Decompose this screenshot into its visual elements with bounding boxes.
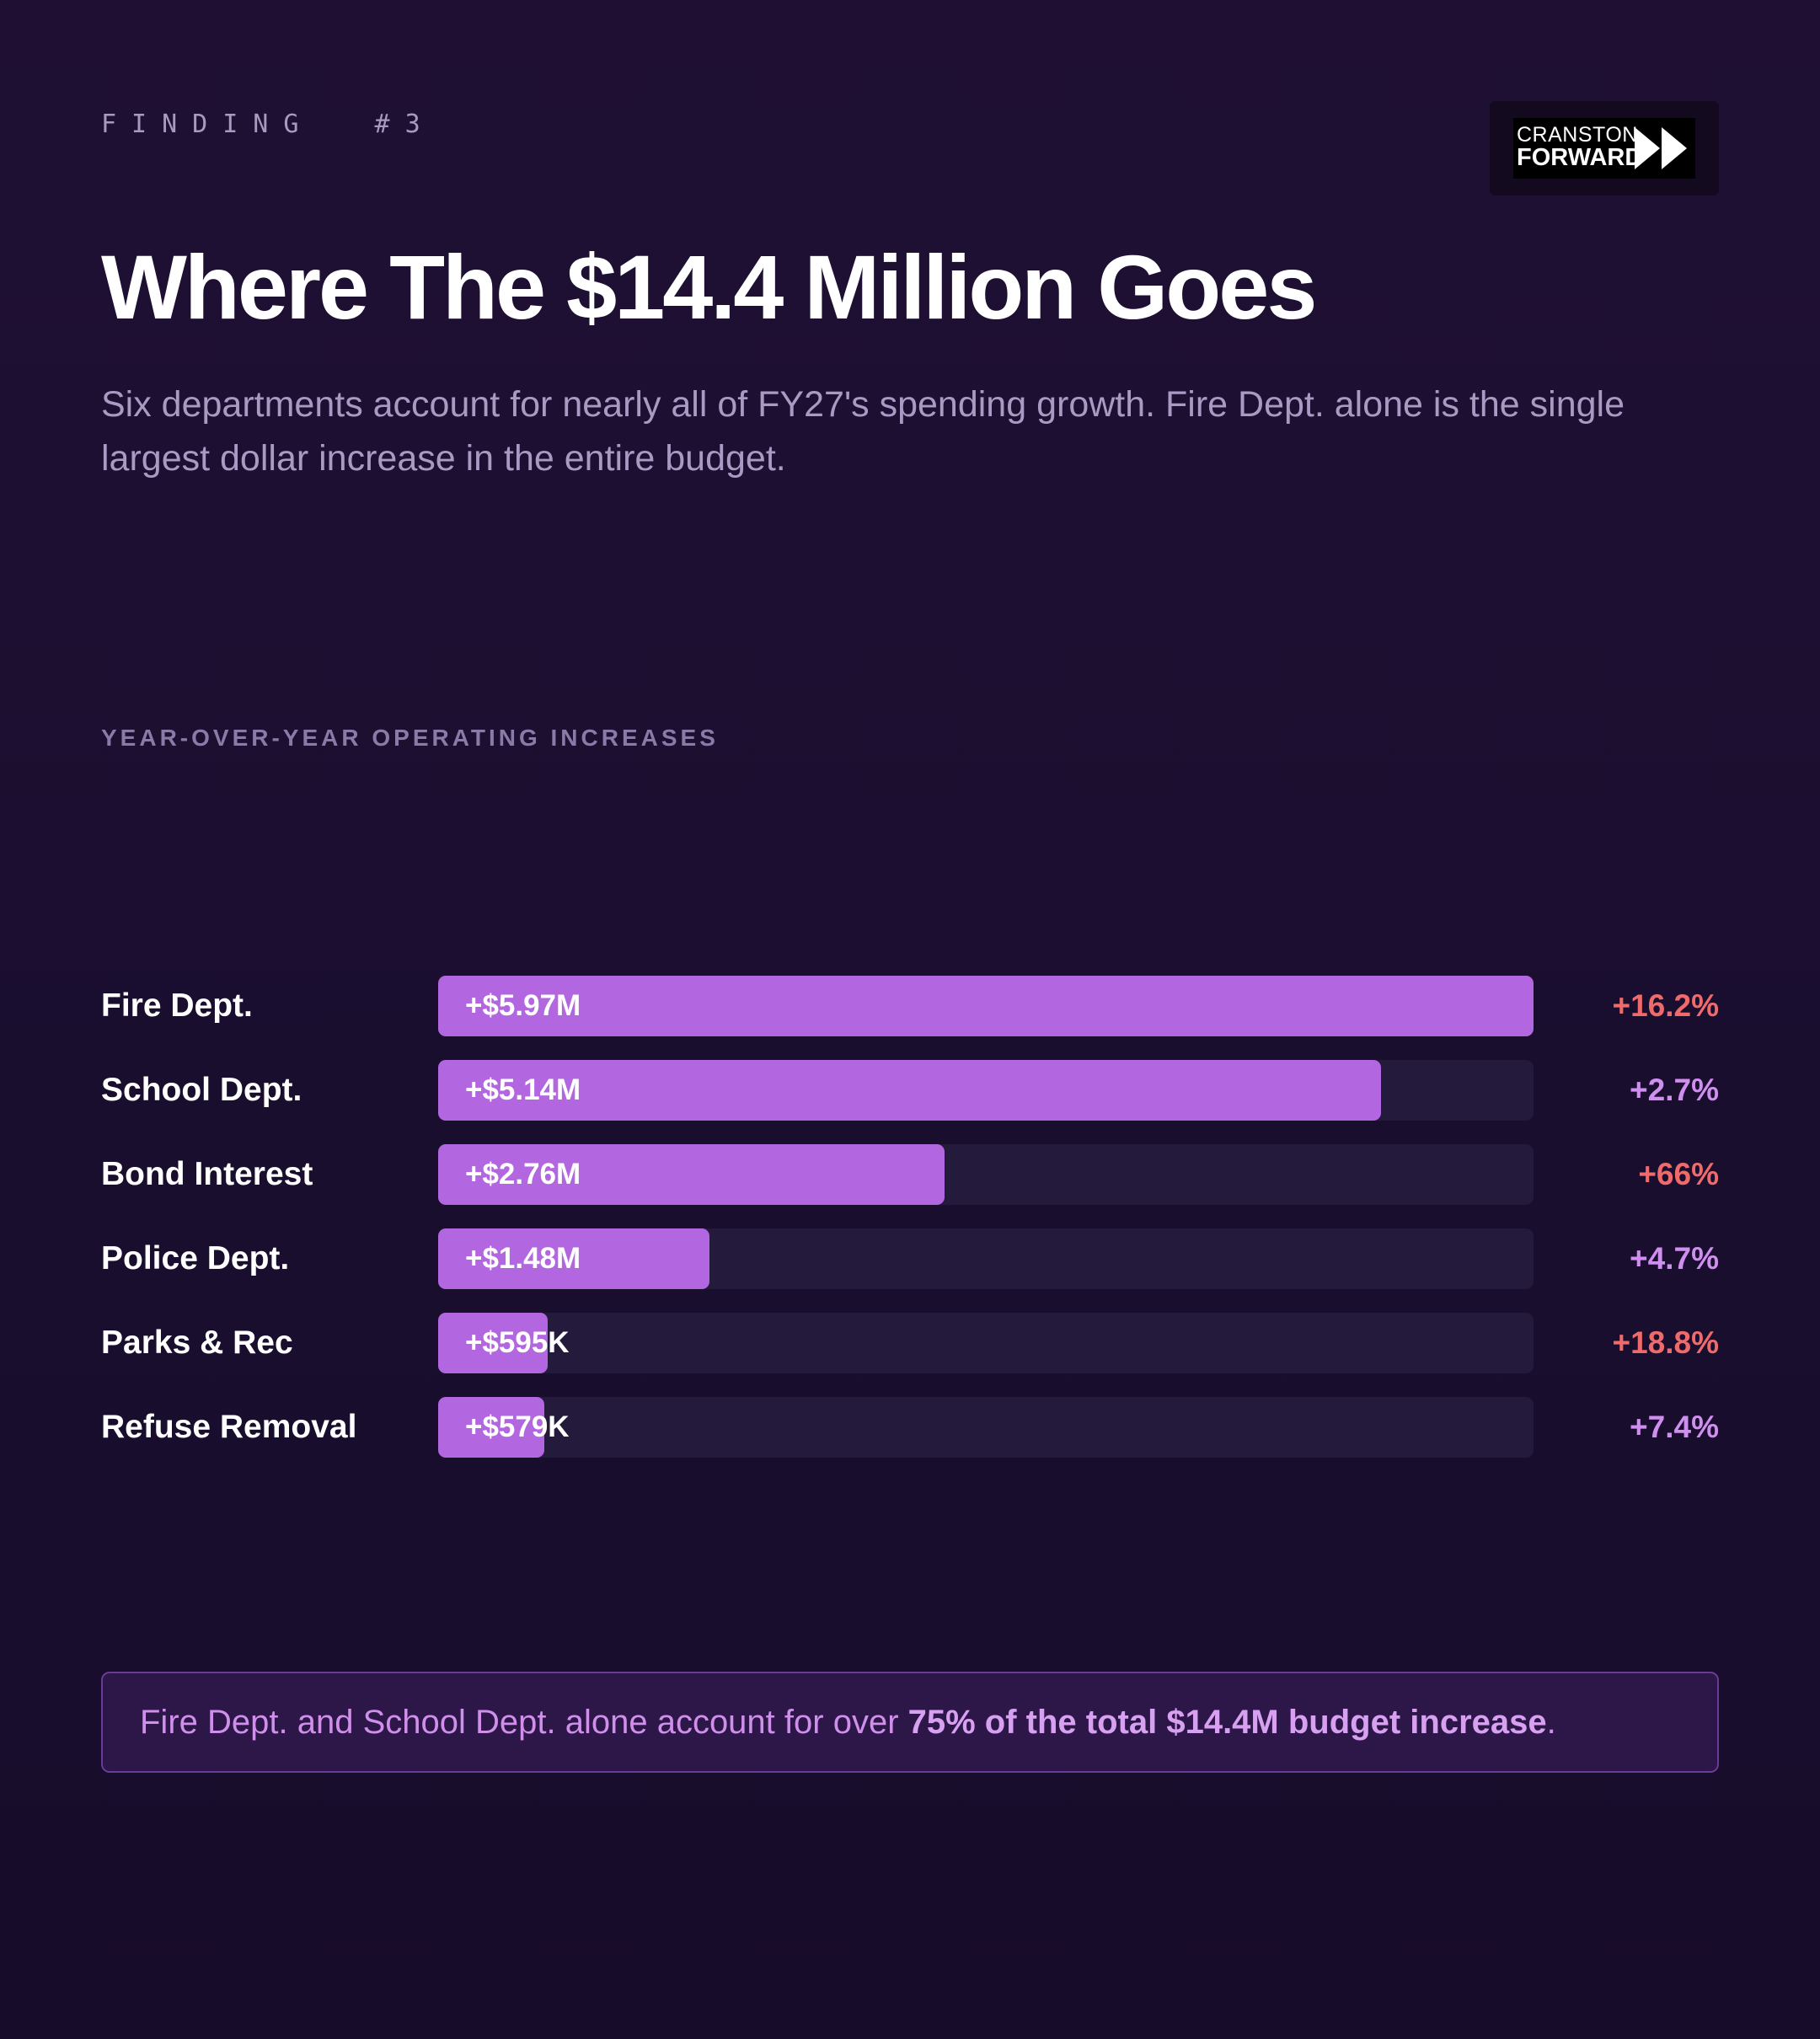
logo-plate: CRANSTON FORWARD (1513, 118, 1695, 179)
bar-track: +$595K (438, 1313, 1534, 1373)
bar-percent-label: +4.7% (1630, 1241, 1719, 1276)
callout-text: Fire Dept. and School Dept. alone accoun… (140, 1673, 1556, 1771)
bar-percent-label: +16.2% (1612, 988, 1719, 1023)
bar-track: +$5.14M (438, 1060, 1534, 1121)
bar-track: +$579K (438, 1397, 1534, 1458)
bar-row: Police Dept. +$1.48M +4.7% (101, 1228, 1719, 1289)
bar-category-label: Parks & Rec (101, 1325, 293, 1361)
callout-prefix: Fire Dept. and School Dept. alone accoun… (140, 1704, 908, 1741)
finding-card: FINDING #3 CRANSTON FORWARD Where The $1… (101, 0, 1719, 2039)
page-title: Where The $14.4 Million Goes (101, 236, 1317, 338)
bar-track: +$2.76M (438, 1144, 1534, 1205)
bar-row: School Dept. +$5.14M +2.7% (101, 1060, 1719, 1121)
chart-section-label: YEAR-OVER-YEAR OPERATING INCREASES (101, 725, 719, 751)
logo-line2: FORWARD (1517, 144, 1643, 171)
bar-value-label: +$2.76M (465, 1158, 581, 1191)
bar-percent-label: +66% (1638, 1157, 1719, 1191)
bar (438, 1313, 548, 1373)
bar-value-label: +$1.48M (465, 1242, 581, 1275)
bar-track: +$1.48M (438, 1228, 1534, 1289)
bar (438, 1228, 710, 1289)
bar-row: Refuse Removal +$579K +7.4% (101, 1397, 1719, 1458)
bar-category-label: Bond Interest (101, 1156, 313, 1192)
fast-forward-icon (1635, 127, 1687, 169)
page-subtitle: Six departments account for nearly all o… (101, 384, 1625, 479)
bar (438, 976, 1534, 1036)
bar-row: Parks & Rec +$595K +18.8% (101, 1313, 1719, 1373)
bar-category-label: Police Dept. (101, 1240, 290, 1276)
callout-emphasis: 75% of the total $14.4M budget increase (907, 1704, 1547, 1741)
bar-value-label: +$595K (465, 1326, 570, 1359)
summary-callout: Fire Dept. and School Dept. alone accoun… (101, 1672, 1719, 1773)
bar-row: Bond Interest +$2.76M +66% (101, 1144, 1719, 1205)
bar-category-label: School Dept. (101, 1072, 302, 1108)
bar-percent-label: +2.7% (1630, 1073, 1719, 1107)
increase-bar-chart: Fire Dept. +$5.97M +16.2% School Dept. +$5.1… (101, 976, 1719, 1458)
bar-value-label: +$5.14M (465, 1073, 581, 1106)
bar (438, 1397, 545, 1458)
bar-value-label: +$579K (465, 1410, 570, 1443)
bar-value-label: +$5.97M (465, 989, 581, 1022)
logo-line1: CRANSTON (1517, 123, 1638, 147)
bar-percent-label: +18.8% (1612, 1325, 1719, 1360)
cranston-forward-logo: CRANSTON FORWARD (1490, 101, 1719, 195)
bar (438, 1060, 1382, 1121)
bar-track: +$5.97M (438, 976, 1534, 1036)
finding-eyebrow: FINDING #3 (101, 110, 436, 139)
bar-category-label: Refuse Removal (101, 1409, 357, 1445)
bar-category-label: Fire Dept. (101, 987, 253, 1024)
bar-row: Fire Dept. +$5.97M +16.2% (101, 976, 1719, 1036)
bar (438, 1144, 945, 1205)
callout-suffix: . (1546, 1704, 1556, 1741)
bar-percent-label: +7.4% (1630, 1410, 1719, 1444)
